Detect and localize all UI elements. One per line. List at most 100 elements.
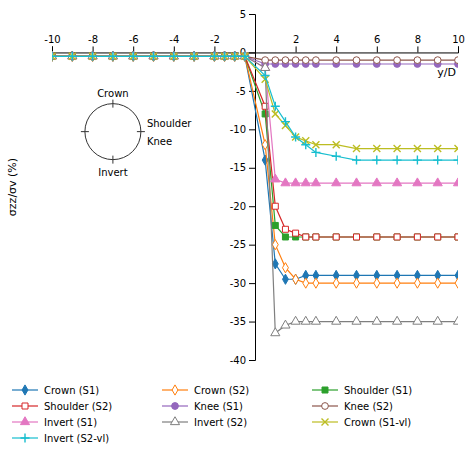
point — [301, 140, 310, 149]
x-tick-label: -2 — [210, 34, 220, 45]
section-diagram: CrownShoulderKneeInvert — [81, 88, 192, 178]
point — [435, 234, 441, 240]
point — [271, 328, 280, 336]
point — [352, 178, 361, 186]
point — [261, 63, 270, 71]
series — [52, 53, 458, 240]
y-tick-label: -25 — [230, 239, 246, 250]
legend-label: Invert (S2-vl) — [44, 433, 109, 444]
point — [272, 110, 279, 117]
x-tick: -4 — [169, 34, 179, 52]
x-tick: 10 — [452, 34, 465, 52]
point — [150, 53, 157, 60]
point — [332, 316, 341, 324]
point — [353, 145, 360, 152]
legend-label: Crown (S1-vl) — [344, 417, 411, 428]
point — [413, 316, 422, 324]
point — [282, 234, 288, 240]
point — [283, 263, 289, 273]
point — [453, 178, 458, 186]
y-tick: -30 — [230, 278, 255, 289]
series-line — [52, 56, 458, 283]
point — [230, 52, 239, 61]
legend-label: Crown (S2) — [194, 385, 249, 396]
y-tick-label: -10 — [230, 124, 246, 135]
x-tick-label: -8 — [88, 34, 98, 45]
point — [190, 52, 199, 61]
point — [433, 156, 442, 165]
legend-item: Invert (S2) — [162, 417, 247, 428]
chart: -10-8-6-4-224681050-5-10-15-20-25-30-35-… — [0, 0, 474, 462]
point — [433, 178, 442, 186]
point — [333, 278, 339, 288]
x-tick-label: 10 — [452, 34, 465, 45]
point — [373, 57, 380, 64]
series — [52, 52, 458, 165]
y-tick: -25 — [230, 239, 255, 250]
point — [272, 222, 278, 228]
series-line — [52, 56, 458, 148]
point — [374, 234, 380, 240]
legend-swatch-marker — [21, 434, 30, 443]
point — [302, 57, 309, 64]
point — [293, 274, 299, 284]
point — [352, 316, 361, 324]
point — [210, 52, 219, 61]
point — [454, 156, 459, 165]
x-tick: -2 — [210, 34, 220, 52]
x-tick-label: 2 — [293, 34, 299, 45]
point — [333, 234, 339, 240]
annotation: Knee — [147, 136, 172, 147]
point — [413, 178, 422, 186]
point — [372, 178, 381, 186]
point — [372, 316, 381, 324]
point — [282, 57, 289, 64]
section-circle — [85, 104, 141, 160]
point — [332, 178, 341, 186]
annotation: Invert — [98, 167, 127, 178]
point — [68, 52, 77, 61]
point — [272, 240, 278, 250]
series-line — [52, 56, 458, 333]
section-tick — [112, 100, 113, 108]
x-tick: -10 — [44, 34, 60, 52]
x-tick: -8 — [88, 34, 98, 52]
legend-item: Invert (S2-vl) — [12, 433, 109, 444]
legend-item: Crown (S2) — [162, 385, 249, 396]
x-tick-mark — [458, 46, 459, 52]
x-tick: 6 — [374, 34, 380, 52]
point — [108, 52, 117, 61]
point — [455, 57, 458, 64]
series — [52, 51, 458, 336]
legend-label: Invert (S2) — [194, 417, 247, 428]
series — [52, 51, 458, 288]
point — [435, 278, 441, 288]
series-line — [52, 56, 458, 160]
annotation: Crown — [97, 88, 129, 99]
y-tick-mark — [249, 52, 255, 53]
y-tick: -40 — [230, 355, 255, 366]
x-tick-label: 6 — [374, 34, 380, 45]
point — [291, 133, 300, 142]
point — [261, 71, 270, 80]
point — [311, 178, 320, 186]
point — [453, 316, 458, 324]
series-line — [52, 56, 458, 237]
legend-swatch-marker — [20, 417, 29, 425]
point — [301, 178, 310, 186]
point — [414, 234, 420, 240]
point — [414, 278, 420, 288]
point — [311, 316, 320, 324]
legend-item: Crown (S1) — [12, 385, 99, 396]
point — [333, 141, 340, 148]
y-tick-label: -30 — [230, 278, 246, 289]
y-tick-label: 5 — [240, 9, 246, 20]
y-axis-title: σzz/σv (%) — [6, 158, 19, 216]
point — [354, 234, 360, 240]
point — [455, 234, 458, 240]
x-tick: 4 — [334, 34, 340, 52]
section-tick — [137, 131, 145, 132]
legend-swatch-marker — [22, 385, 28, 395]
point — [333, 57, 340, 64]
point — [354, 278, 360, 288]
